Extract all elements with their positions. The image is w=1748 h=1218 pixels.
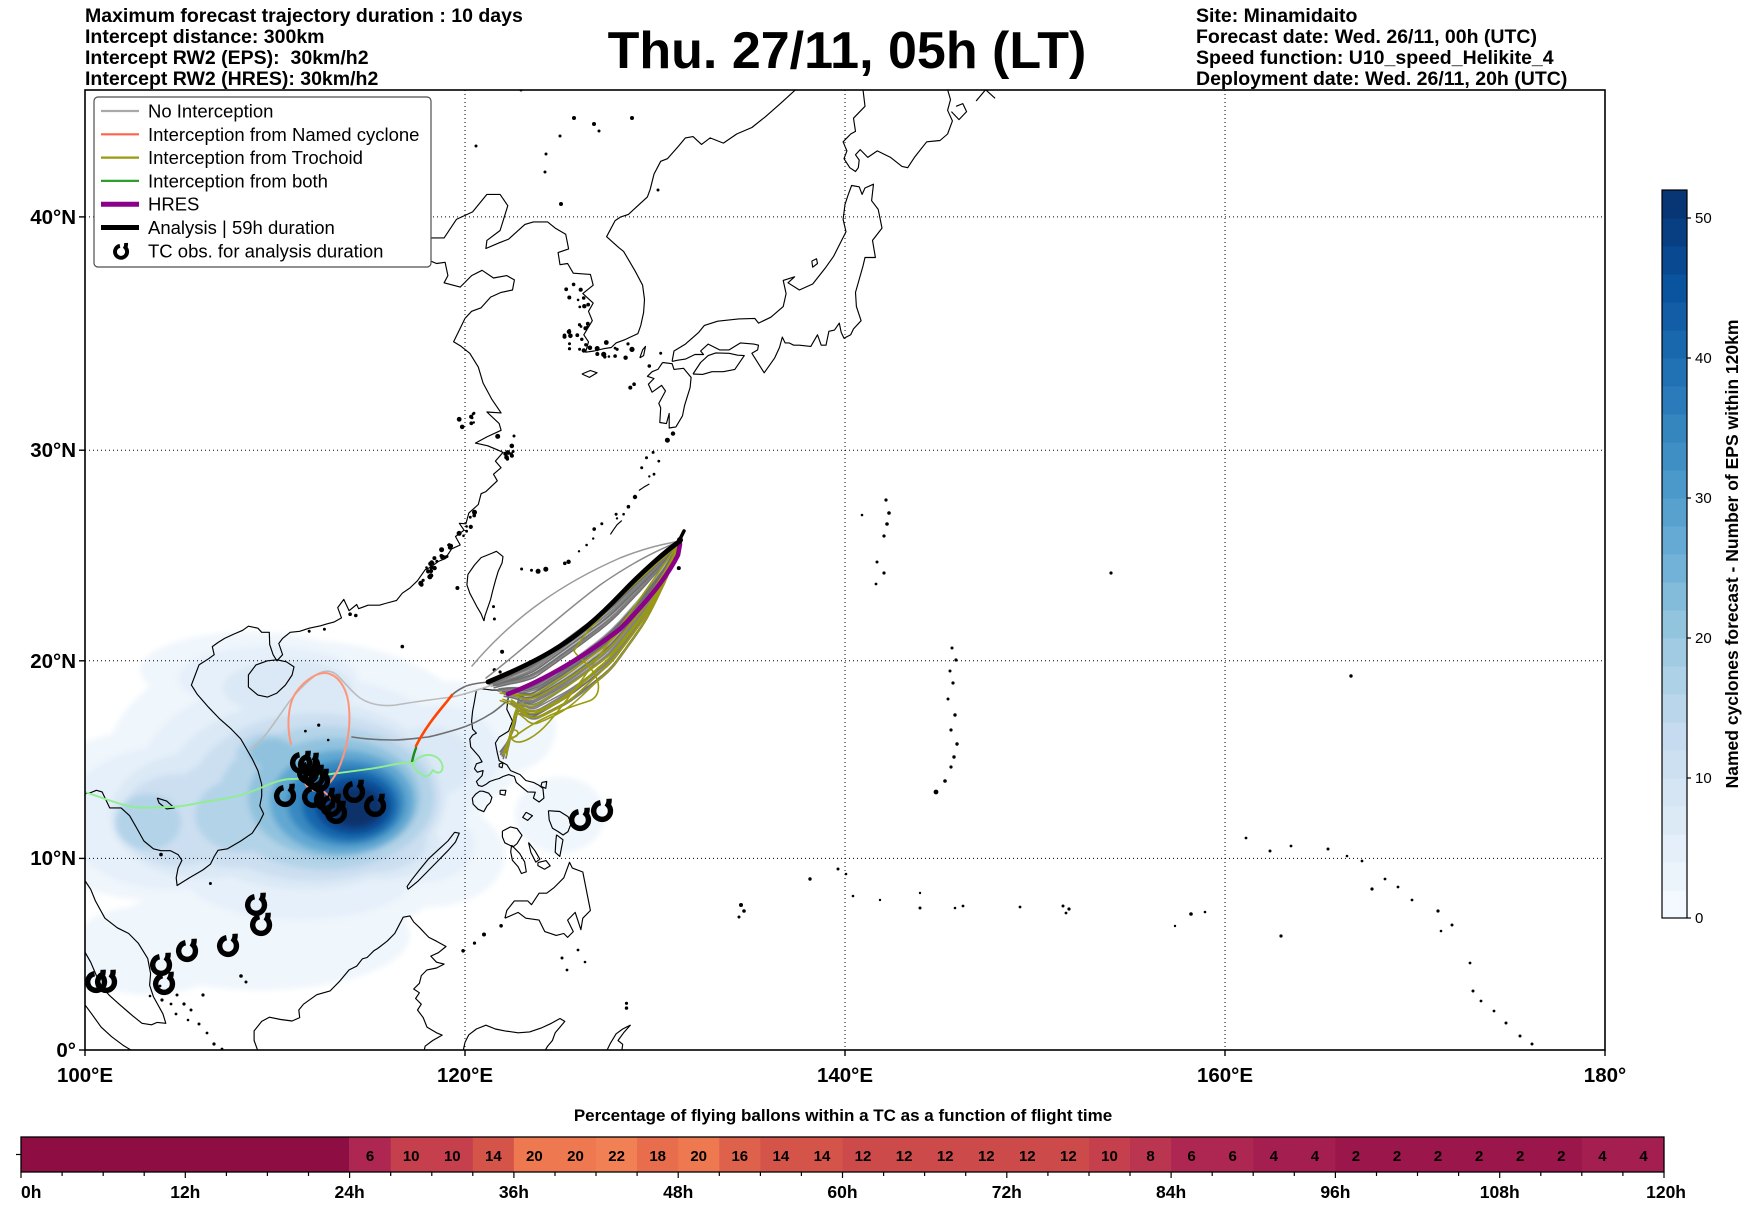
svg-text:10°N: 10°N xyxy=(30,847,76,870)
svg-text:0: 0 xyxy=(1695,910,1703,927)
svg-text:24h: 24h xyxy=(335,1182,365,1202)
svg-text:6: 6 xyxy=(1229,1148,1237,1165)
svg-text:160°E: 160°E xyxy=(1197,1064,1253,1087)
svg-text:Thu. 27/11, 05h (LT): Thu. 27/11, 05h (LT) xyxy=(608,22,1087,80)
svg-text:Percentage of flying ballons w: Percentage of flying ballons within a TC… xyxy=(574,1106,1112,1125)
svg-text:140°E: 140°E xyxy=(817,1064,873,1087)
svg-text:40°N: 40°N xyxy=(30,206,76,229)
svg-text:22: 22 xyxy=(608,1148,625,1165)
svg-text:0h: 0h xyxy=(21,1182,41,1202)
svg-text:12: 12 xyxy=(896,1148,913,1165)
svg-text:108h: 108h xyxy=(1480,1182,1520,1202)
svg-text:TC obs. for analysis duration: TC obs. for analysis duration xyxy=(148,240,383,261)
svg-text:180°: 180° xyxy=(1584,1064,1626,1087)
svg-text:12: 12 xyxy=(1019,1148,1036,1165)
svg-text:Intercept RW2 (HRES): 30km/h2: Intercept RW2 (HRES): 30km/h2 xyxy=(85,68,378,90)
svg-text:36h: 36h xyxy=(499,1182,529,1202)
svg-text:4: 4 xyxy=(1311,1148,1320,1165)
svg-text:12h: 12h xyxy=(170,1182,200,1202)
svg-text:Analysis | 59h duration: Analysis | 59h duration xyxy=(148,217,335,238)
svg-text:30°N: 30°N xyxy=(30,439,76,462)
svg-text:2: 2 xyxy=(1557,1148,1565,1165)
svg-text:96h: 96h xyxy=(1320,1182,1350,1202)
svg-text:0°: 0° xyxy=(56,1039,76,1062)
svg-text:20: 20 xyxy=(690,1148,707,1165)
svg-text:HRES: HRES xyxy=(148,194,199,215)
svg-text:14: 14 xyxy=(485,1148,502,1165)
svg-text:2: 2 xyxy=(1475,1148,1483,1165)
svg-text:10: 10 xyxy=(1101,1148,1118,1165)
svg-text:6: 6 xyxy=(1187,1148,1195,1165)
svg-text:10: 10 xyxy=(403,1148,420,1165)
svg-text:40: 40 xyxy=(1695,350,1712,367)
svg-text:2: 2 xyxy=(1393,1148,1401,1165)
svg-text:60h: 60h xyxy=(827,1182,857,1202)
svg-text:84h: 84h xyxy=(1156,1182,1186,1202)
svg-text:Interception from both: Interception from both xyxy=(148,170,328,191)
svg-text:12: 12 xyxy=(978,1148,995,1165)
svg-text:14: 14 xyxy=(814,1148,831,1165)
svg-text:72h: 72h xyxy=(992,1182,1022,1202)
svg-text:12: 12 xyxy=(937,1148,954,1165)
svg-text:2: 2 xyxy=(1516,1148,1524,1165)
svg-text:10: 10 xyxy=(444,1148,461,1165)
svg-text:20: 20 xyxy=(1695,630,1712,647)
svg-text:4: 4 xyxy=(1598,1148,1607,1165)
svg-text:Named cyclones forecast - Numb: Named cyclones forecast - Number of EPS … xyxy=(1722,320,1742,789)
svg-text:20: 20 xyxy=(567,1148,584,1165)
svg-text:4: 4 xyxy=(1270,1148,1279,1165)
svg-text:Intercept distance: 300km: Intercept distance: 300km xyxy=(85,26,325,48)
svg-text:Forecast date: Wed. 26/11, 00h: Forecast date: Wed. 26/11, 00h (UTC) xyxy=(1196,26,1537,48)
svg-text:Interception from Named cyclon: Interception from Named cyclone xyxy=(148,124,419,145)
svg-text:20: 20 xyxy=(526,1148,543,1165)
svg-text:Intercept RW2 (EPS): 30km/h2: Intercept RW2 (EPS): 30km/h2 xyxy=(85,47,369,69)
svg-text:14: 14 xyxy=(773,1148,790,1165)
svg-text:50: 50 xyxy=(1695,210,1712,227)
svg-text:Interception from Trochoid: Interception from Trochoid xyxy=(148,147,363,168)
svg-text:30: 30 xyxy=(1695,490,1712,507)
svg-text:10: 10 xyxy=(1695,770,1712,787)
svg-text:120h: 120h xyxy=(1646,1182,1686,1202)
svg-text:2: 2 xyxy=(1352,1148,1360,1165)
svg-text:18: 18 xyxy=(649,1148,666,1165)
svg-text:Site: Minamidaito: Site: Minamidaito xyxy=(1196,5,1358,27)
svg-text:120°E: 120°E xyxy=(437,1064,493,1087)
svg-text:Maximum forecast trajectory du: Maximum forecast trajectory duration : 1… xyxy=(85,5,523,27)
svg-text:6: 6 xyxy=(366,1148,374,1165)
svg-text:48h: 48h xyxy=(663,1182,693,1202)
svg-text:20°N: 20°N xyxy=(30,650,76,673)
svg-text:No Interception: No Interception xyxy=(148,101,273,122)
svg-text:Speed function: U10_speed_Heli: Speed function: U10_speed_Helikite_4 xyxy=(1196,47,1554,69)
svg-text:12: 12 xyxy=(855,1148,872,1165)
svg-text:2: 2 xyxy=(1434,1148,1442,1165)
svg-text:100°E: 100°E xyxy=(57,1064,113,1087)
svg-text:4: 4 xyxy=(1639,1148,1648,1165)
svg-text:12: 12 xyxy=(1060,1148,1077,1165)
svg-text:Deployment date: Wed. 26/11, 2: Deployment date: Wed. 26/11, 20h (UTC) xyxy=(1196,68,1567,90)
svg-text:8: 8 xyxy=(1146,1148,1154,1165)
svg-text:16: 16 xyxy=(731,1148,748,1165)
